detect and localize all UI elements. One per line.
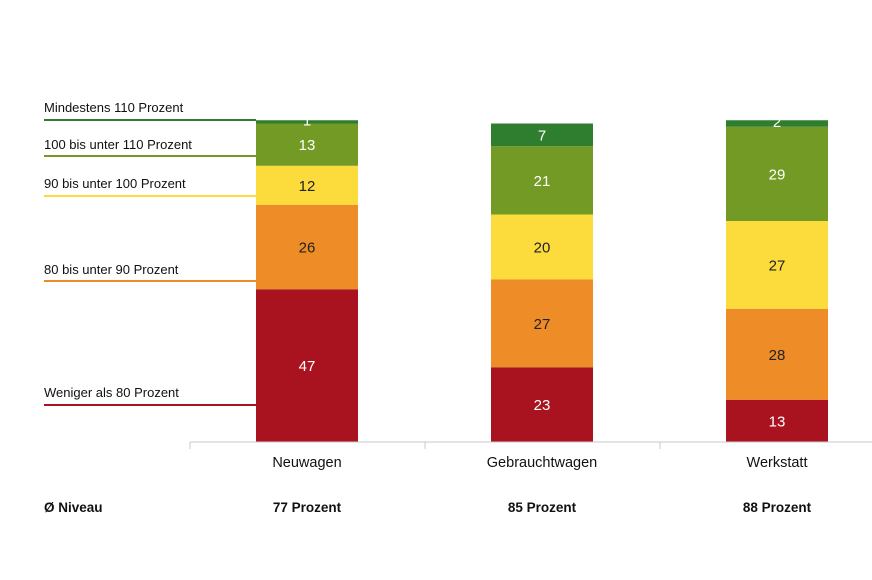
legend-label-less-80: Weniger als 80 Prozent [44, 385, 179, 400]
legend-label-90-100: 90 bis unter 100 Prozent [44, 176, 186, 191]
segment-value-label: 27 [534, 316, 551, 333]
average-label: Ø Niveau [44, 500, 103, 515]
legend-label-80-90: 80 bis unter 90 Prozent [44, 262, 179, 277]
segment-value-label: 7 [538, 127, 546, 144]
segment-value-label: 1 [303, 112, 311, 129]
category-label: Neuwagen [272, 455, 341, 471]
category-label: Werkstatt [747, 455, 808, 471]
segment-value-label: 12 [299, 178, 316, 195]
segment-value-label: 26 [299, 240, 316, 257]
category-labels: Neuwagen Gebrauchtwagen Werkstatt [272, 455, 807, 471]
average-values: 77 Prozent 85 Prozent 88 Prozent [273, 500, 812, 515]
category-label: Gebrauchtwagen [487, 455, 597, 471]
average-value: 77 Prozent [273, 500, 342, 515]
bar-segments [256, 120, 828, 442]
segment-value-label: 13 [769, 413, 786, 430]
legend-label-100-110: 100 bis unter 110 Prozent [44, 137, 192, 152]
segment-value-label: 47 [299, 358, 316, 375]
legend: Weniger als 80 Prozent 80 bis unter 90 Pr… [44, 100, 256, 405]
segment-value-label: 23 [534, 397, 551, 414]
segment-value-label: 21 [534, 173, 551, 190]
legend-label-min-110: Mindestens 110 Prozent [44, 100, 184, 115]
segment-value-label: 28 [769, 347, 786, 364]
segment-value-label: 20 [534, 240, 551, 257]
stacked-bar-chart: 47 26 12 13 1 23 27 20 21 7 13 28 27 29 2 Weniger als … [0, 0, 872, 580]
segment-value-label: 29 [769, 166, 786, 183]
average-value: 88 Prozent [743, 500, 812, 515]
segment-value-label: 2 [773, 114, 781, 131]
segment-value-label: 27 [769, 257, 786, 274]
average-value: 85 Prozent [508, 500, 577, 515]
x-axis [190, 442, 872, 449]
segment-value-label: 13 [299, 137, 316, 154]
